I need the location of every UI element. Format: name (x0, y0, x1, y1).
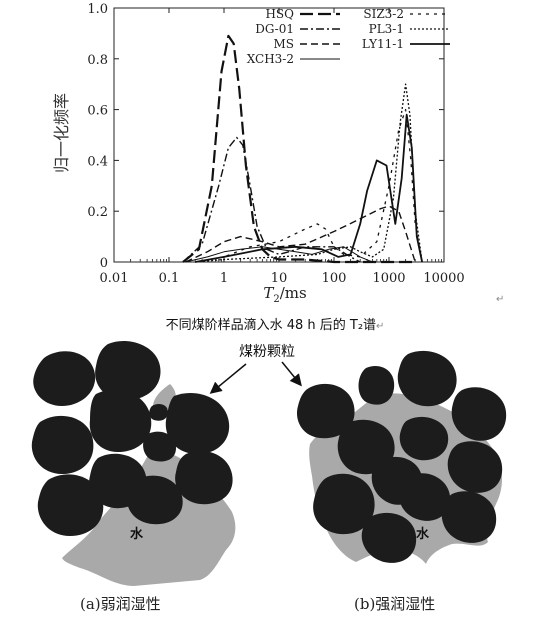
panel-a-weak-wettability: 水 (31, 340, 236, 586)
coal-particle (95, 340, 161, 401)
coal-particle (127, 475, 183, 525)
coal-particle (447, 441, 503, 493)
x-tick-label: 10 (271, 271, 288, 286)
caption-b: (b)强润湿性 (354, 595, 436, 613)
y-tick-label: 0 (100, 256, 108, 271)
series-line-ms (185, 205, 416, 263)
x-tick-label: 0.01 (100, 271, 129, 286)
y-tick-label: 0.6 (87, 104, 108, 119)
x-tick-label: 1000 (372, 271, 405, 286)
arrow-to-particle-b (281, 361, 302, 387)
series-line-ly11-1 (195, 113, 423, 263)
x-tick-label: 1 (220, 271, 228, 286)
series-line-hsq (182, 34, 416, 264)
x-tick-label: 0.1 (159, 271, 180, 286)
legend-label: HSQ (265, 7, 294, 21)
x-tick-label: 10000 (423, 271, 464, 286)
x-axis-label: T2/ms (263, 284, 306, 305)
coal-particle (397, 350, 457, 407)
y-tick-label: 0.2 (87, 205, 108, 220)
coal-particle (361, 512, 417, 563)
coal-particle (165, 392, 230, 455)
series-line-dg-01 (182, 136, 361, 263)
figure-caption: 不同煤阶样品滴入水 48 h 后的 T₂谱↵ (0, 314, 550, 333)
y-tick-label: 0.8 (87, 53, 108, 68)
paragraph-mark: ↵ (496, 294, 505, 305)
series-line-siz3-2 (195, 108, 423, 263)
series-line-xch3-2 (185, 246, 373, 263)
caption-a: (a)弱润湿性 (80, 595, 161, 613)
y-tick-label: 0.4 (87, 154, 108, 169)
coal-particle (296, 383, 355, 439)
paragraph-mark: ↵ (376, 321, 385, 332)
coal-particle (398, 473, 451, 521)
coal-particle (143, 431, 176, 462)
figure-caption-text: 不同煤阶样品滴入水 48 h 后的 T₂谱 (165, 318, 377, 333)
series-layer (182, 34, 423, 264)
coal-particle (313, 473, 375, 535)
coal-particle (358, 366, 395, 405)
coal-particle (149, 404, 168, 421)
arrow-to-particle-a (209, 363, 247, 394)
y-axis-label: 归一化频率 (52, 93, 71, 173)
coal-particle (451, 387, 507, 441)
legend-label: PL3-1 (369, 22, 404, 36)
coal-particle (337, 419, 395, 475)
coal-particle (89, 389, 152, 452)
water-label-b: 水 (416, 526, 430, 542)
coal-particle (441, 491, 497, 543)
coal-particle (175, 450, 233, 505)
legend-label: MS (273, 37, 294, 51)
panel-b-strong-wettability: 水 (296, 350, 507, 564)
legend-label: LY11-1 (362, 37, 404, 51)
coal-particle (37, 474, 104, 536)
series-line-pl3-1 (195, 83, 423, 263)
t2-spectrum-chart: 0.01 0.1 1 10 100 1000 10000 0 0.2 0.4 0.6 0.8 1.0 H… (52, 2, 465, 305)
water-label-a: 水 (130, 526, 144, 542)
coal-particle (33, 351, 96, 406)
legend-label: SIZ3-2 (363, 7, 404, 21)
legend-label: XCH3-2 (247, 52, 294, 66)
legend-label: DG-01 (255, 22, 294, 36)
coal-particle (419, 420, 438, 437)
chart-axes: 0.01 0.1 1 10 100 1000 10000 0 0.2 0.4 0.6 0.8 1.0 (87, 2, 464, 286)
y-tick-label: 1.0 (87, 2, 108, 17)
wettability-diagram: 水 水 煤粉颗粒 (31, 340, 507, 586)
x-tick-label: 100 (322, 271, 347, 286)
coal-particle (31, 415, 94, 474)
coal-particle-label: 煤粉颗粒 (239, 344, 295, 360)
